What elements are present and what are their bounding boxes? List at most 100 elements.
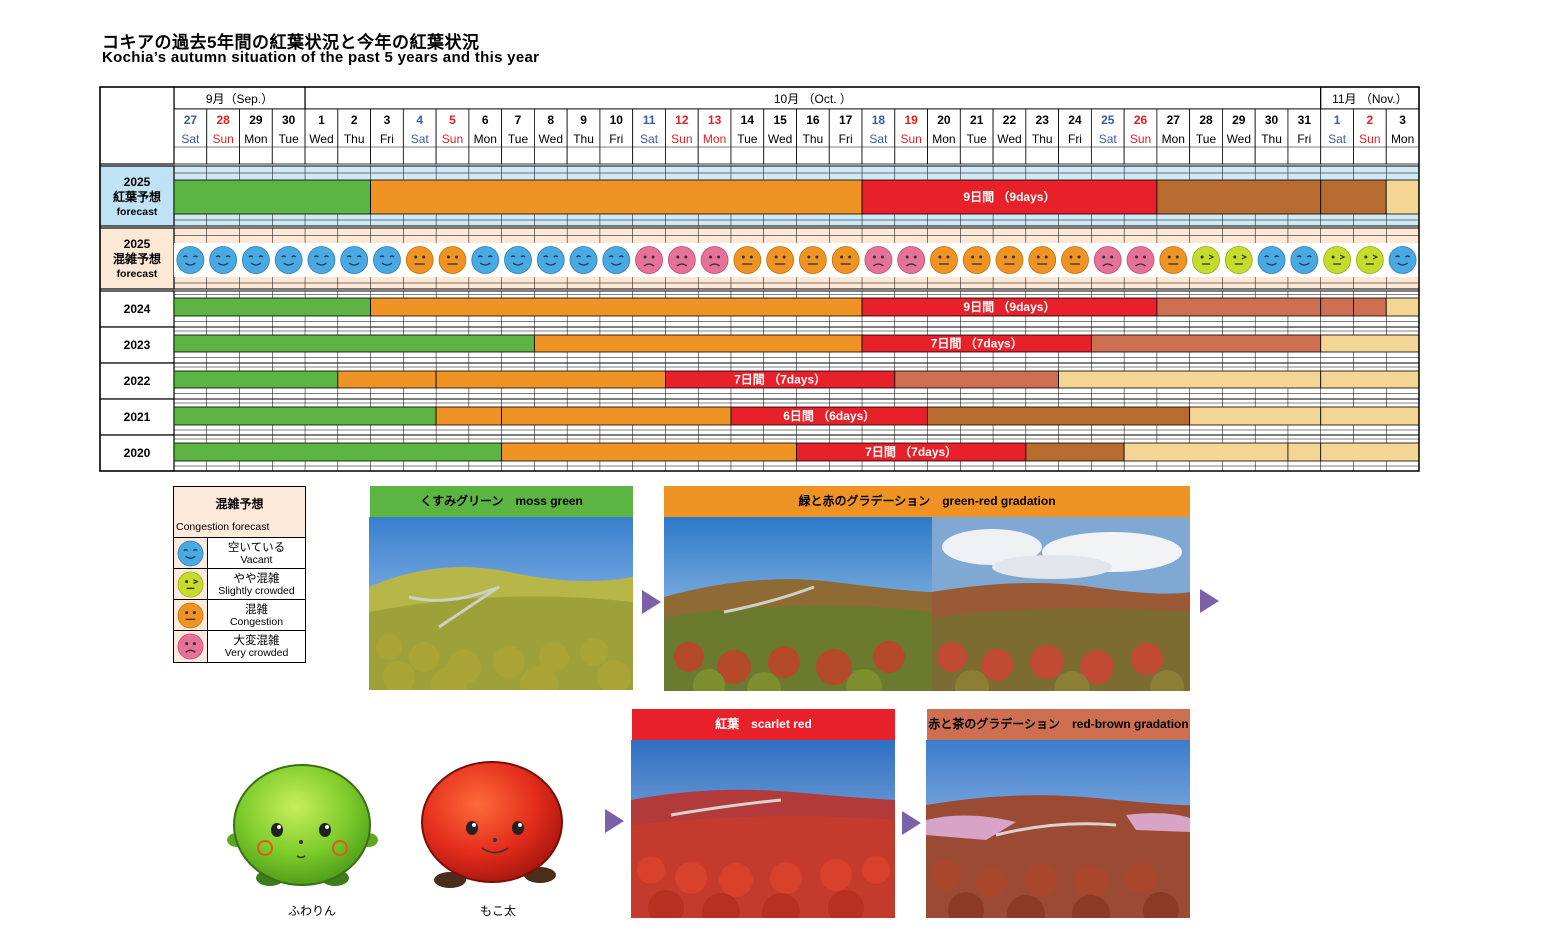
weekday-label: Tue <box>508 132 529 146</box>
weekday-label: Sun <box>1130 132 1151 146</box>
congestion-face-vacant <box>373 246 401 274</box>
row-label: 2022 <box>124 374 151 388</box>
face-circle <box>1159 246 1188 274</box>
face-eye <box>1110 255 1114 259</box>
weekday-label: Wed <box>997 132 1021 146</box>
face-circle <box>405 246 434 274</box>
face-eye <box>1175 255 1179 259</box>
congestion-face-congestion <box>1159 246 1188 274</box>
redbrown-photo <box>926 740 1190 918</box>
stage-bar <box>1025 442 1125 462</box>
face-eye <box>414 255 418 259</box>
stage-scarlet-header: 紅葉 scarlet red <box>632 709 895 740</box>
weekday-label: Mon <box>703 132 726 146</box>
face-mouth <box>283 262 295 266</box>
stage-bar <box>435 370 666 389</box>
congestion-face-vacant <box>242 246 270 274</box>
day-cell <box>1025 108 1060 165</box>
day-cell <box>206 108 240 165</box>
weekday-label: Fri <box>609 132 623 146</box>
weekday-label: Wed <box>309 132 333 146</box>
stage-bar <box>1156 297 1322 317</box>
congestion-face-vacant <box>536 246 565 274</box>
legend-jp: 空いている <box>227 542 286 554</box>
day-cell <box>1123 108 1158 165</box>
face-eye <box>872 255 876 259</box>
face-circle <box>1388 246 1417 274</box>
face-eye <box>1208 254 1215 260</box>
face-circle <box>798 246 827 274</box>
row-label-cell <box>99 362 175 400</box>
face-eyes <box>477 255 493 258</box>
day-number: 22 <box>1003 113 1017 127</box>
fuwarin-mascot-icon <box>225 760 380 895</box>
face-mouth <box>479 262 491 266</box>
legend-en: Slightly crowded <box>218 585 295 597</box>
day-number: 28 <box>216 113 230 127</box>
weekday-label: Thu <box>573 132 594 146</box>
red-days-label: 9日間 （9days） <box>963 189 1055 204</box>
stage-bar <box>337 370 437 389</box>
face-eye <box>1135 255 1139 259</box>
slightly-crowded-face-icon <box>174 569 208 600</box>
face-eyes <box>543 255 559 258</box>
congestion-face-slight <box>1192 246 1220 274</box>
day-number: 15 <box>773 113 787 127</box>
face-eye <box>913 255 917 259</box>
legend-title: 混雑予想 <box>215 497 264 511</box>
stage-bar <box>501 442 797 462</box>
day-cell <box>599 108 634 165</box>
face-eye <box>782 255 786 259</box>
red-days-label: 6日間 （6days） <box>783 408 875 423</box>
face-circle <box>1224 246 1253 274</box>
face-mouth <box>1266 262 1277 266</box>
day-cell <box>173 108 208 165</box>
stage-arrow-1 <box>642 590 661 614</box>
face-eye <box>1102 255 1106 259</box>
weekday-label: Thu <box>1261 132 1282 146</box>
face-circle <box>1290 246 1319 274</box>
congestion-face-congestion <box>995 246 1024 274</box>
face-eye <box>1069 255 1073 259</box>
day-number: 1 <box>1334 113 1341 127</box>
stage-bar <box>1320 334 1420 353</box>
face-circle <box>766 246 795 274</box>
face-eye <box>643 255 647 259</box>
stage-bar <box>370 179 863 215</box>
face-circle <box>1355 246 1384 274</box>
weekday-label: Fri <box>1297 132 1311 146</box>
day-number: 10 <box>610 113 624 127</box>
congestion-face-slight <box>1355 246 1384 274</box>
stage-bar <box>1385 297 1420 317</box>
stage-bar <box>173 179 371 215</box>
face-eyes <box>1395 255 1411 258</box>
face-circle <box>602 246 631 274</box>
weekday-label: Tue <box>737 132 758 146</box>
face-eye <box>807 255 811 259</box>
face-eye <box>684 255 688 259</box>
face-circle <box>635 246 663 274</box>
day-number: 3 <box>1399 113 1406 127</box>
day-cell <box>763 108 797 165</box>
congestion-face-congestion <box>831 246 860 274</box>
legend-en: Vacant <box>240 554 273 566</box>
red-days-label: 9日間 （9days） <box>963 299 1055 314</box>
face-mouth <box>709 263 720 267</box>
face-circle <box>667 246 696 274</box>
stage-bar <box>1353 297 1387 317</box>
face-circle <box>209 246 238 274</box>
weekday-label: Mon <box>1162 132 1185 146</box>
stage-bar <box>1320 406 1420 426</box>
day-cell <box>959 108 994 165</box>
congestion-face-congestion <box>405 246 434 274</box>
legend-item-vacant: 空いている Vacant <box>174 537 305 569</box>
day-cell <box>370 108 404 165</box>
face-eye <box>446 255 450 259</box>
congestion-face-congestion <box>438 246 467 274</box>
fuwarin-label: ふわりん <box>287 904 336 918</box>
row-label: 混雑予想 <box>113 251 161 266</box>
stage-bar <box>1123 442 1289 462</box>
day-number: 16 <box>806 113 820 127</box>
day-number: 30 <box>1265 113 1279 127</box>
day-number: 11 <box>643 113 656 127</box>
